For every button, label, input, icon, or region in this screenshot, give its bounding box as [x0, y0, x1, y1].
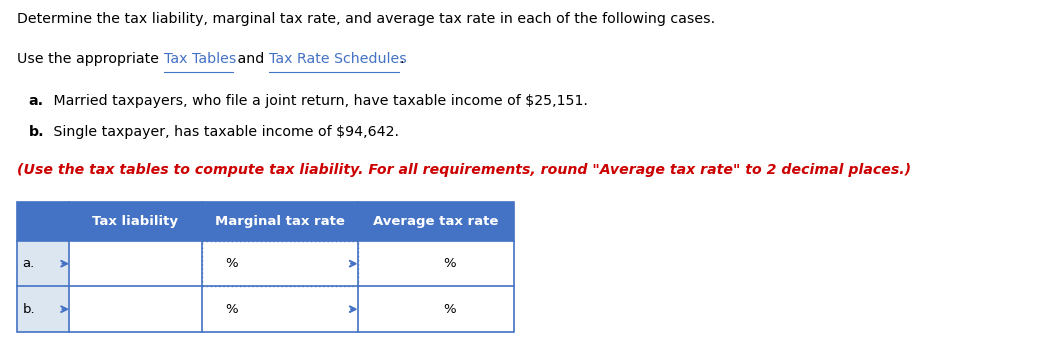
Text: Tax liability: Tax liability — [92, 215, 179, 228]
Bar — [17, 286, 69, 332]
Text: (Use the tax tables to compute tax liability. For all requirements, round "Avera: (Use the tax tables to compute tax liabi… — [17, 163, 911, 178]
Text: Married taxpayers, who file a joint return, have taxable income of $25,151.: Married taxpayers, who file a joint retu… — [49, 94, 588, 109]
Bar — [17, 202, 514, 332]
Text: Tax Tables: Tax Tables — [164, 52, 236, 66]
Text: %: % — [225, 257, 238, 270]
Text: b.: b. — [23, 303, 36, 316]
Text: Marginal tax rate: Marginal tax rate — [214, 215, 345, 228]
Bar — [17, 241, 69, 286]
Text: a.: a. — [28, 94, 44, 109]
Text: .: . — [399, 52, 403, 66]
Text: b.: b. — [28, 125, 44, 139]
Bar — [17, 241, 514, 286]
Text: %: % — [443, 303, 456, 316]
Text: a.: a. — [23, 257, 34, 270]
Text: Single taxpayer, has taxable income of $94,642.: Single taxpayer, has taxable income of $… — [49, 125, 399, 139]
Text: Use the appropriate: Use the appropriate — [17, 52, 163, 66]
Text: Average tax rate: Average tax rate — [373, 215, 498, 228]
Text: and: and — [233, 52, 269, 66]
Text: Determine the tax liability, marginal tax rate, and average tax rate in each of : Determine the tax liability, marginal ta… — [17, 12, 715, 26]
Text: %: % — [443, 257, 456, 270]
Bar — [17, 202, 514, 241]
Text: Tax Rate Schedules: Tax Rate Schedules — [269, 52, 407, 66]
Text: %: % — [225, 303, 238, 316]
Bar — [17, 286, 514, 332]
